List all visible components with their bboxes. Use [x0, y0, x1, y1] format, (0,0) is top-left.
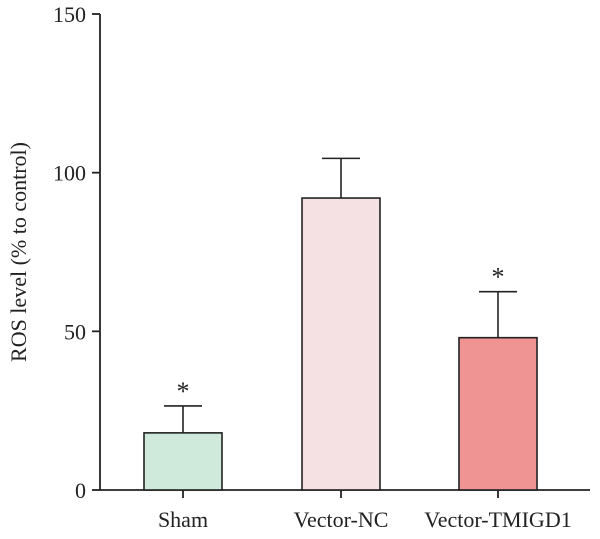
- y-axis: 0 50 100 150: [53, 2, 101, 503]
- y-tick-label: 150: [53, 2, 86, 27]
- y-tick-label: 50: [64, 319, 86, 344]
- significance-marker: *: [492, 263, 505, 292]
- bar-vector-tmigd1: [458, 336, 538, 491]
- bars: **: [143, 157, 538, 491]
- x-tick-label: Vector-TMIGD1: [424, 507, 571, 532]
- significance-marker: *: [177, 377, 190, 406]
- x-tick-label: Vector-NC: [294, 507, 389, 532]
- x-axis: Sham Vector-NC Vector-TMIGD1: [100, 489, 590, 532]
- y-tick-label: 100: [53, 161, 86, 186]
- x-tick-label: Sham: [158, 507, 208, 532]
- bar-vector-nc: [301, 197, 381, 491]
- y-tick-label: 0: [75, 478, 86, 503]
- y-axis-title: ROS level (% to control): [6, 142, 31, 362]
- bar-sham: [143, 432, 223, 491]
